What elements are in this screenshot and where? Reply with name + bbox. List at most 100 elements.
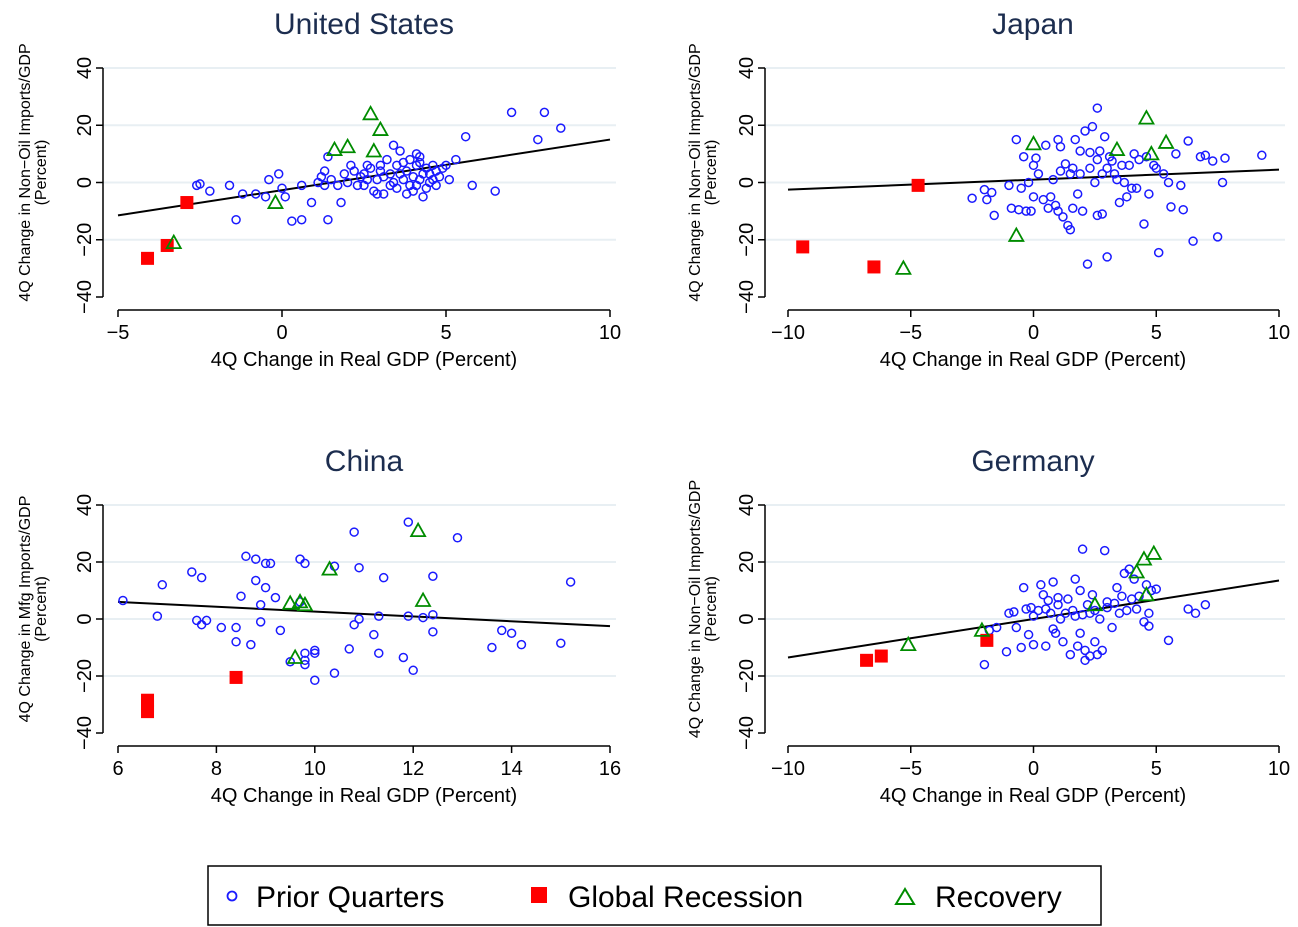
point-prior-quarter [1065, 649, 1076, 660]
point-prior-quarter [231, 637, 241, 647]
point-prior-quarter [323, 214, 333, 225]
point-global-recession [860, 653, 874, 667]
point-prior-quarter [326, 174, 336, 185]
panel-title: Japan [992, 8, 1074, 41]
x-axis-label: 4Q Change in Real GDP (Percent) [211, 349, 517, 371]
point-recovery [1086, 595, 1104, 612]
point-recovery [165, 233, 183, 250]
point-prior-quarter [452, 533, 463, 543]
panel-china: −40 −20 0 20 40 6 8 10 12 14 16 China 4Q Change in R… [17, 445, 621, 807]
point-prior-quarter [231, 214, 241, 225]
legend-recession-marker [531, 887, 547, 903]
point-global-recession [867, 260, 881, 274]
point-prior-quarter [300, 648, 310, 658]
point-prior-quarter [344, 644, 354, 654]
point-prior-quarter [1126, 183, 1137, 193]
x-tick-label: 5 [1151, 758, 1162, 780]
point-prior-quarter [1090, 177, 1100, 188]
point-prior-quarter [1075, 585, 1085, 596]
x-tick-label: 8 [211, 758, 222, 780]
point-prior-quarter [349, 527, 359, 537]
point-prior-quarter [275, 625, 286, 636]
point-prior-quarter [1087, 121, 1098, 132]
point-prior-quarter [1102, 602, 1112, 613]
fit-line [787, 168, 1280, 191]
point-prior-quarter [1028, 192, 1039, 202]
point-prior-quarter [270, 592, 281, 603]
x-tick-label: 10 [1268, 322, 1290, 344]
point-prior-quarter [431, 180, 441, 191]
point-prior-quarter [991, 622, 1002, 633]
y-tick-label: −40 [736, 716, 758, 750]
point-prior-quarter [398, 652, 409, 663]
point-prior-quarter [497, 625, 507, 636]
point-recovery [325, 140, 344, 156]
point-recovery [1137, 109, 1155, 125]
point-prior-quarter [342, 177, 353, 188]
point-prior-quarter [1009, 607, 1019, 617]
point-prior-quarter [1028, 611, 1039, 621]
point-prior-quarter [556, 638, 566, 648]
point-prior-quarter [1055, 614, 1066, 624]
point-prior-quarter [982, 194, 992, 205]
point-prior-quarter [1053, 592, 1063, 603]
point-prior-quarter [1200, 600, 1211, 610]
point-prior-quarter [1090, 637, 1100, 647]
point-prior-quarter [1021, 604, 1031, 614]
point-prior-quarter [196, 572, 207, 583]
point-prior-quarter [418, 192, 428, 202]
point-prior-quarter [372, 189, 382, 199]
y-tick-label: −40 [74, 280, 96, 314]
point-recovery [973, 621, 991, 637]
y-axis-label: (Percent) [33, 140, 50, 206]
y-axis-label: 4Q Change in Non−Oil Imports/GDP [17, 43, 34, 301]
point-prior-quarter [398, 174, 409, 185]
point-prior-quarter [1129, 574, 1139, 584]
x-tick-label: 0 [1028, 322, 1039, 344]
panel-germany: −40 −20 0 20 40 −10 −5 0 5 10 Germany 4Q Change in … [687, 445, 1290, 807]
legend-recovery-marker [894, 887, 916, 905]
point-global-recession [911, 178, 925, 192]
point-prior-quarter [1087, 590, 1098, 600]
point-prior-quarter [333, 180, 343, 191]
point-prior-quarter [1092, 154, 1103, 165]
point-prior-quarter [1050, 200, 1061, 211]
y-tick-label: 40 [736, 57, 758, 79]
x-tick-label: 5 [440, 322, 451, 344]
y-tick-label: −20 [736, 223, 758, 257]
point-prior-quarter [1131, 183, 1142, 193]
y-tick-label: 0 [736, 177, 758, 188]
point-prior-quarter [1220, 153, 1230, 163]
y-tick-label: 20 [736, 551, 758, 573]
point-recovery [365, 142, 383, 158]
point-prior-quarter [385, 169, 395, 179]
point-prior-quarter [415, 157, 425, 168]
point-prior-quarter [434, 172, 445, 182]
point-prior-quarter [255, 617, 266, 627]
legend-recession-label: Global Recession [568, 881, 803, 914]
point-prior-quarter [191, 615, 202, 626]
point-recovery [296, 595, 314, 612]
x-tick-label: 6 [112, 758, 123, 780]
point-recovery [414, 591, 432, 607]
point-prior-quarter [1107, 156, 1117, 166]
x-tick-label: −5 [899, 322, 922, 344]
point-prior-quarter [273, 169, 284, 179]
y-tick-label: 0 [74, 177, 96, 188]
point-global-recession [180, 196, 194, 210]
point-prior-quarter [1041, 140, 1051, 151]
point-prior-quarter [260, 582, 271, 593]
point-prior-quarter [428, 609, 438, 620]
point-prior-quarter [1070, 134, 1080, 145]
point-prior-quarter [403, 611, 414, 621]
point-prior-quarter [1072, 641, 1083, 651]
point-prior-quarter [1188, 236, 1198, 246]
point-recovery [1007, 226, 1025, 242]
point-prior-quarter [1058, 212, 1068, 222]
point-prior-quarter [369, 629, 379, 640]
point-prior-quarter [1163, 177, 1174, 188]
point-prior-quarter [196, 619, 207, 630]
point-prior-quarter [1048, 577, 1058, 587]
point-global-recession [141, 251, 155, 265]
point-prior-quarter [374, 648, 384, 658]
